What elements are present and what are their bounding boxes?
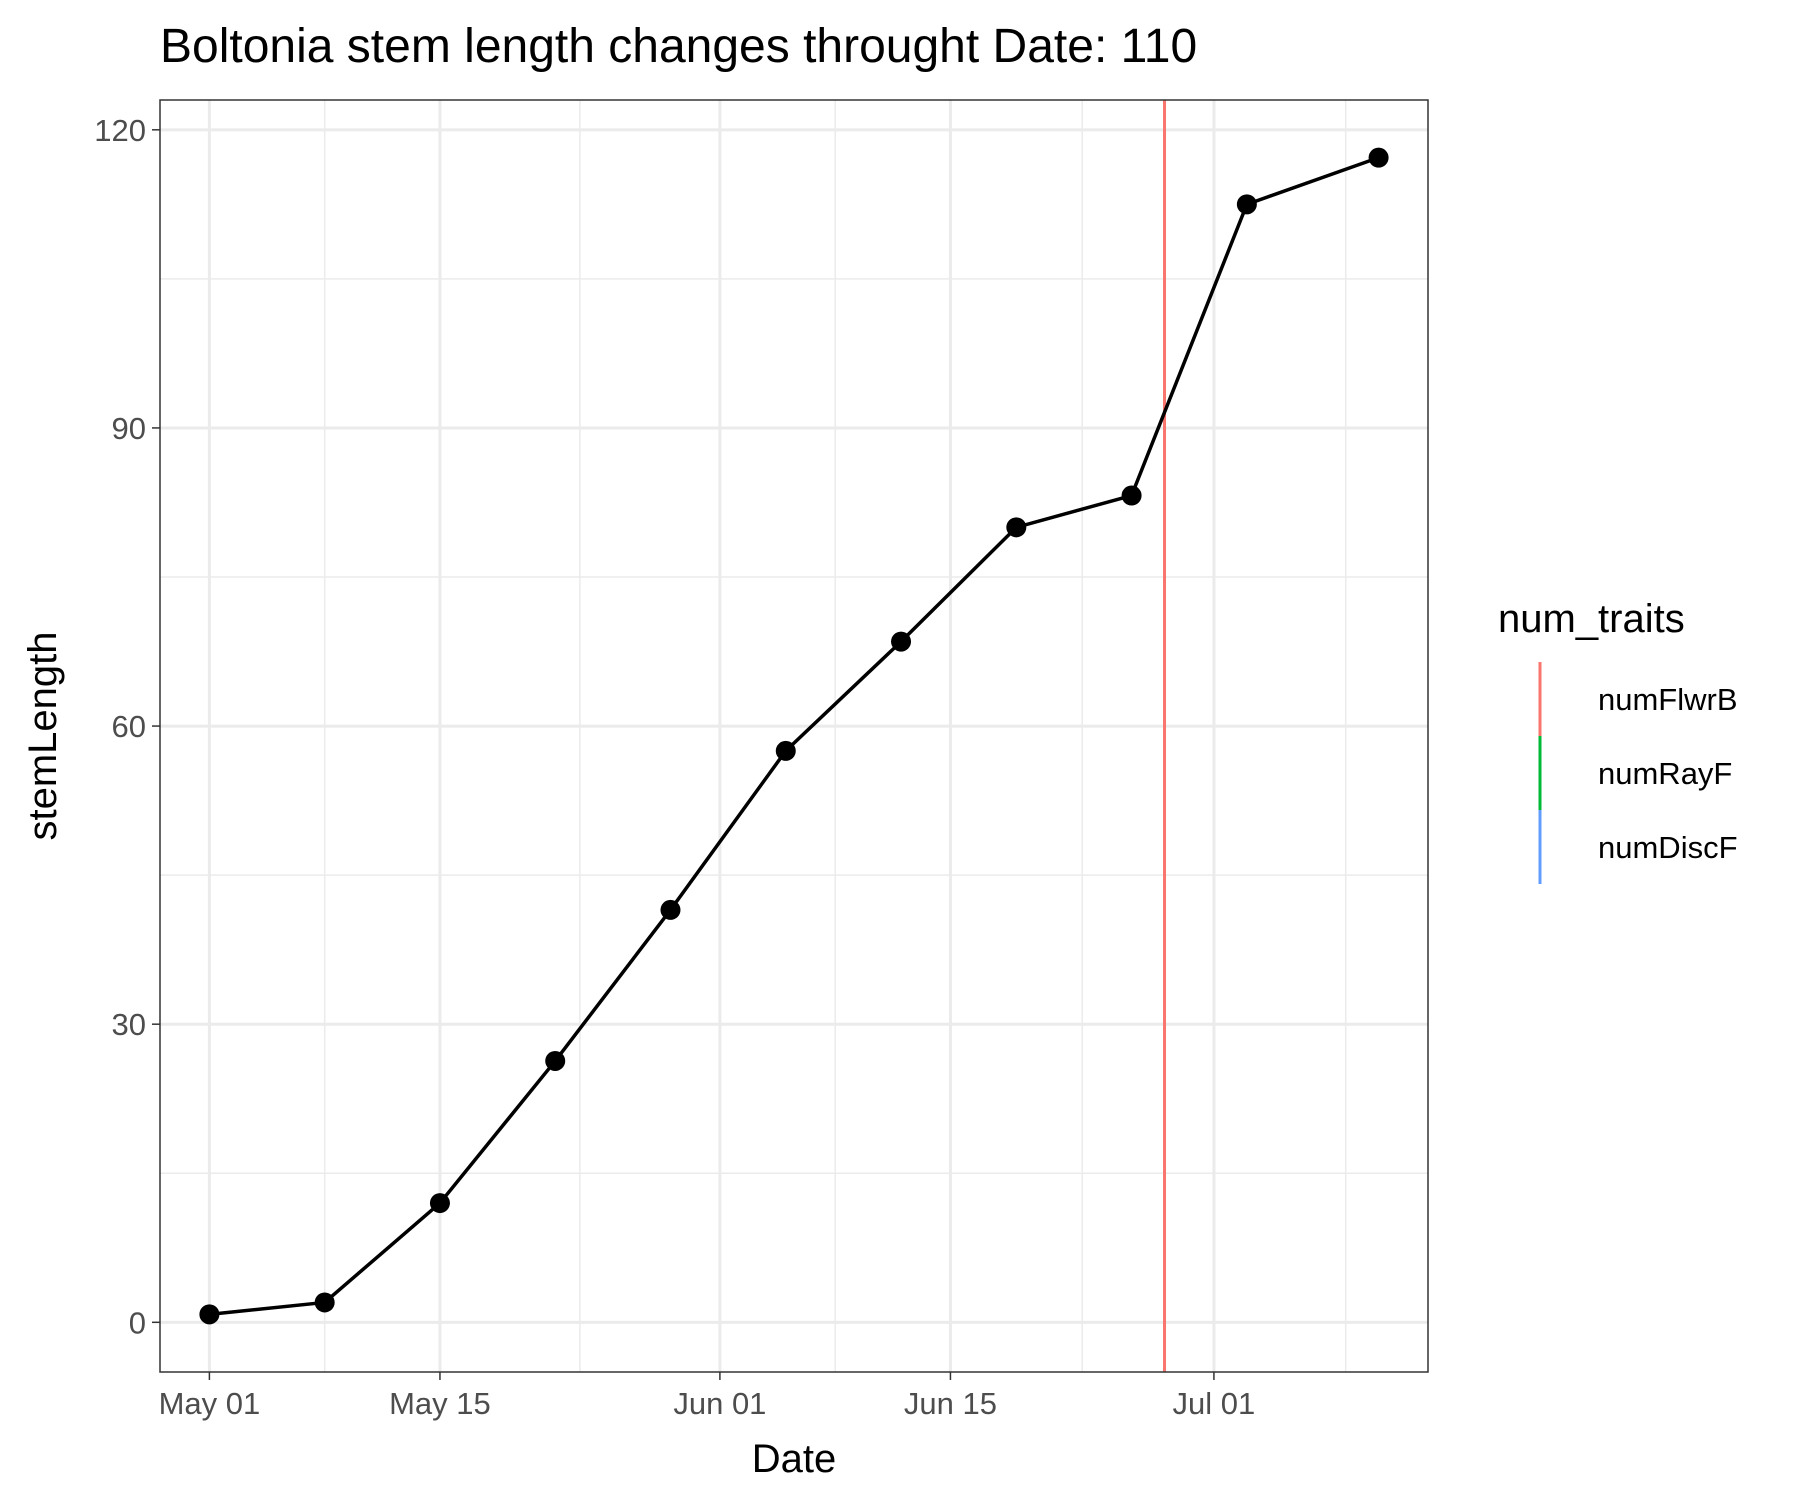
plot-background xyxy=(160,100,1428,1372)
legend-label-numDiscF: numDiscF xyxy=(1598,830,1738,865)
y-tick-label: 60 xyxy=(112,709,146,744)
chart-title: Boltonia stem length changes throught Da… xyxy=(160,20,1197,73)
data-point xyxy=(314,1292,335,1313)
y-axis-title: stemLength xyxy=(21,631,65,840)
grid-major xyxy=(160,100,1428,1372)
data-point xyxy=(1236,194,1257,215)
legend-label-numRayF: numRayF xyxy=(1598,756,1732,791)
data-point xyxy=(660,899,681,920)
x-tick-label: May 15 xyxy=(389,1386,491,1421)
x-tick-label: Jun 01 xyxy=(673,1386,766,1421)
plot-border xyxy=(159,99,1429,1373)
x-tick-label: Jun 15 xyxy=(904,1386,997,1421)
y-tick-label: 0 xyxy=(129,1305,146,1340)
legend: num_traits numFlwrB numRayF numDiscF xyxy=(1498,597,1738,884)
x-axis: May 01 May 15 Jun 01 Jun 15 Jul 01 xyxy=(159,1372,1256,1421)
data-point xyxy=(1121,485,1142,506)
data-point xyxy=(429,1193,450,1214)
plot-panel xyxy=(159,99,1429,1373)
data-point xyxy=(1006,517,1027,538)
series-layer xyxy=(199,147,1389,1325)
data-point xyxy=(891,631,912,652)
y-tick-label: 90 xyxy=(112,411,146,446)
y-tick-label: 30 xyxy=(112,1007,146,1042)
y-tick-label: 120 xyxy=(94,113,146,148)
legend-entries: numFlwrB numRayF numDiscF xyxy=(1538,662,1738,884)
x-tick-label: May 01 xyxy=(159,1386,261,1421)
x-tick-label: Jul 01 xyxy=(1173,1386,1256,1421)
data-point xyxy=(545,1050,566,1071)
data-point xyxy=(1368,147,1389,168)
legend-title: num_traits xyxy=(1498,597,1685,641)
y-axis: 0 30 60 90 120 xyxy=(94,113,160,1340)
data-point xyxy=(775,740,796,761)
grid-minor xyxy=(160,100,1428,1372)
x-axis-title: Date xyxy=(752,1437,837,1481)
legend-label-numFlwrB: numFlwrB xyxy=(1598,682,1738,717)
data-point xyxy=(199,1304,220,1325)
